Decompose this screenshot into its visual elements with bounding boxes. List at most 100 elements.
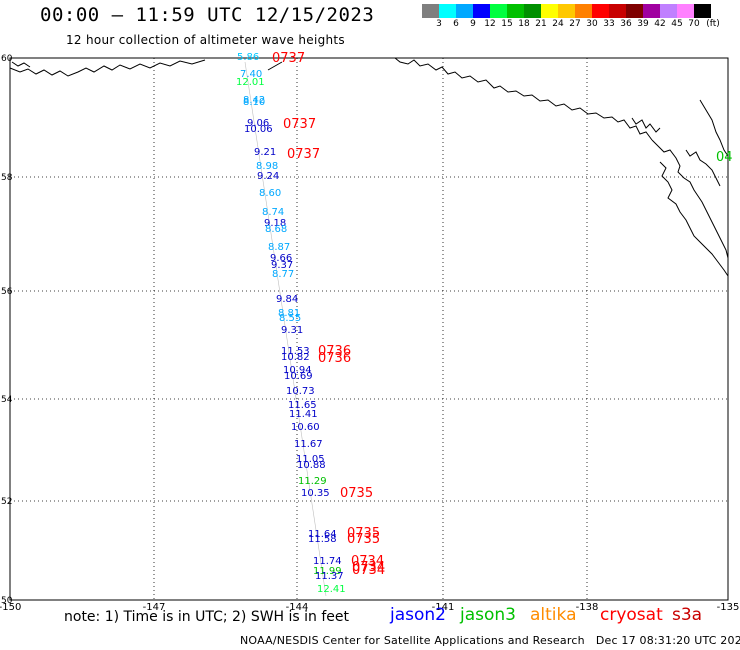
legend-swatch — [524, 4, 541, 18]
wave-height-value: 9.84 — [276, 294, 298, 305]
legend-label: 30 — [586, 19, 598, 29]
observation-time-label: 0734 — [351, 554, 384, 569]
wave-height-value: 9.66 — [270, 253, 292, 264]
satellite-name: altika — [530, 605, 577, 625]
wave-height-value: 8.60 — [259, 188, 281, 199]
wave-height-value: 9.18 — [264, 218, 286, 229]
legend-label: 9 — [470, 19, 476, 29]
observation-time-label: 0737 — [272, 51, 305, 66]
wave-height-value: 8.42 — [243, 95, 265, 106]
longitude-tick-label: -138 — [576, 602, 599, 613]
legend-label: 12 — [484, 19, 496, 29]
wave-height-value: 9.37 — [271, 260, 293, 271]
satellite-name: jason2 — [390, 605, 446, 625]
longitude-tick-label: -141 — [432, 602, 455, 613]
satellite-name: s3a — [672, 605, 703, 625]
latitude-tick-label: 60 — [1, 54, 13, 64]
observation-time-label: 04 — [716, 150, 733, 165]
latitude-tick-label: 56 — [1, 287, 13, 297]
legend-label: 15 — [501, 19, 513, 29]
legend-labels: 3 6 9 12 15 18 21 24 27 30 33 36 39 42 45 70 (ft) — [422, 18, 720, 32]
wave-height-value: 8.81 — [278, 308, 300, 319]
wave-height-value: 11.99 — [313, 566, 342, 577]
observation-time-label: 0737 — [287, 147, 320, 162]
wave-height-value: 10.94 — [283, 365, 312, 376]
wave-height-value: 11.58 — [308, 534, 337, 545]
wave-height-value: 12.41 — [317, 584, 346, 595]
observation-time-label: 0735 — [347, 532, 380, 547]
wave-height-value: 9.24 — [257, 171, 279, 182]
observation-time-label: 0734 — [352, 563, 385, 578]
credit-line: NOAA/NESDIS Center for Satellite Applica… — [240, 634, 740, 647]
legend-swatch — [558, 4, 575, 18]
wave-height-value: 11.74 — [313, 556, 342, 567]
coastline — [9, 57, 729, 277]
axis-labels: -150 -147 -144 -141 -138 -135 60 58 56 54 52 50 — [0, 54, 739, 613]
wave-height-value: 8.77 — [272, 269, 294, 280]
legend-label: 3 — [436, 19, 442, 29]
wave-height-labels: 5.867.4012.018.428.109.0610.069.218.989.… — [236, 52, 346, 595]
legend-swatch — [422, 4, 439, 18]
observation-time-label: 0734 — [352, 560, 385, 575]
observation-time-label: 0736 — [318, 344, 351, 359]
wave-height-value: 11.64 — [308, 529, 337, 540]
wave-height-value: 11.05 — [296, 454, 325, 465]
wave-height-value: 9.31 — [281, 325, 303, 336]
legend-label: 33 — [603, 19, 615, 29]
legend-swatch — [694, 4, 711, 18]
observation-time-label: 0735 — [347, 526, 380, 541]
map-title: 00:00 – 11:59 UTC 12/15/2023 — [40, 4, 375, 26]
wave-height-value: 10.82 — [281, 352, 310, 363]
wave-height-value: 7.40 — [240, 69, 262, 80]
legend-swatch — [626, 4, 643, 18]
track-marker — [267, 61, 283, 71]
latitude-tick-label: 52 — [1, 497, 12, 507]
latitude-tick-label: 58 — [1, 173, 13, 183]
legend-label: 27 — [569, 19, 581, 29]
coastline-alaska-peninsula — [9, 59, 206, 77]
wave-height-value: 11.65 — [288, 400, 317, 411]
lat-lon-gridlines — [10, 58, 728, 600]
wave-height-value: 10.88 — [297, 460, 326, 471]
wave-height-value: 11.29 — [298, 476, 327, 487]
legend-label: 21 — [535, 19, 547, 29]
legend-swatch — [643, 4, 660, 18]
wave-height-value: 8.10 — [243, 97, 265, 108]
legend-label: 42 — [654, 19, 666, 29]
legend-swatch — [439, 4, 456, 18]
wave-height-value: 9.21 — [254, 147, 276, 158]
coastline-cape-spencer — [699, 99, 729, 157]
longitude-tick-label: -147 — [143, 602, 166, 613]
coastline-southeast-alaska — [651, 139, 729, 259]
latitude-tick-label: 54 — [1, 395, 13, 405]
wave-height-value: 10.06 — [244, 124, 273, 135]
legend-swatch — [592, 4, 609, 18]
legend-label: 36 — [620, 19, 632, 29]
wave-height-value: 8.68 — [265, 224, 287, 235]
legend-swatch — [660, 4, 677, 18]
longitude-tick-label: -144 — [286, 602, 309, 613]
wave-height-value: 8.87 — [268, 242, 290, 253]
wave-height-value: 8.55 — [279, 313, 301, 324]
track-line — [244, 61, 327, 597]
satellite-name: jason3 — [460, 605, 516, 625]
note-text: note: 1) Time is in UTC; 2) SWH is in fe… — [64, 609, 350, 625]
legend-label: (ft) — [706, 19, 720, 29]
wave-height-value: 8.98 — [256, 161, 278, 172]
wave-height-value: 5.86 — [237, 52, 259, 63]
legend-color-scale — [422, 4, 711, 18]
coastline-kodiak — [11, 61, 31, 68]
wave-height-value: 10.73 — [286, 386, 315, 397]
coastline-islands — [685, 149, 721, 187]
longitude-tick-label: -135 — [717, 602, 740, 613]
legend-swatch — [473, 4, 490, 18]
legend-label: 70 — [688, 19, 700, 29]
legend-swatch — [541, 4, 558, 18]
wave-height-value: 12.01 — [236, 77, 265, 88]
wave-height-value: 8.74 — [262, 207, 284, 218]
observation-time-label: 0735 — [340, 486, 373, 501]
legend-swatch — [575, 4, 592, 18]
coastline-inlet — [631, 117, 661, 133]
legend-label: 18 — [518, 19, 530, 29]
